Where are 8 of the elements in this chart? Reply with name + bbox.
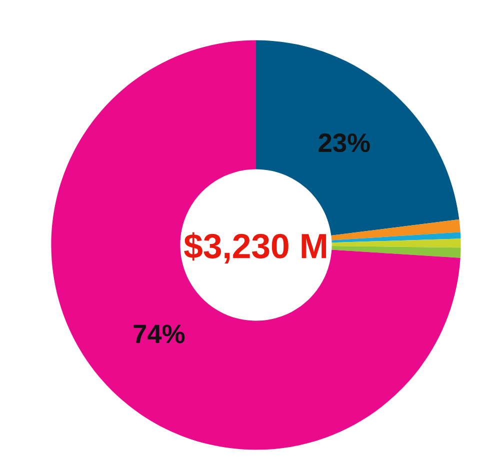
text: $3,230 M (184, 232, 326, 264)
donut-slice (51, 40, 460, 450)
data-label: 74% (134, 324, 185, 344)
donut-slice (331, 219, 460, 240)
donut-slice (332, 246, 461, 258)
donut-slice (332, 238, 461, 248)
donut-slice (332, 232, 461, 243)
data-label: 23% (318, 133, 370, 152)
